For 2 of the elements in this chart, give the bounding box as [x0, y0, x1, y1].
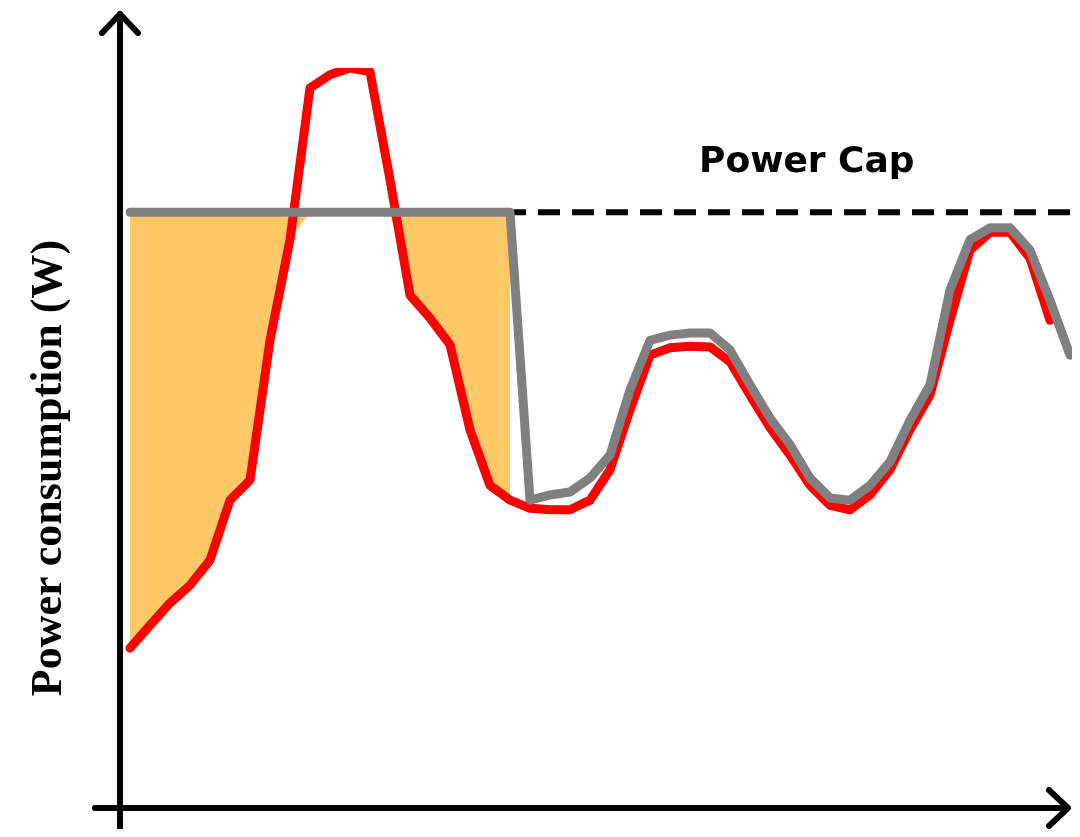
ref-line-label: Power Cap — [699, 138, 915, 180]
y-axis-title: Power consumption (W) — [22, 239, 72, 697]
